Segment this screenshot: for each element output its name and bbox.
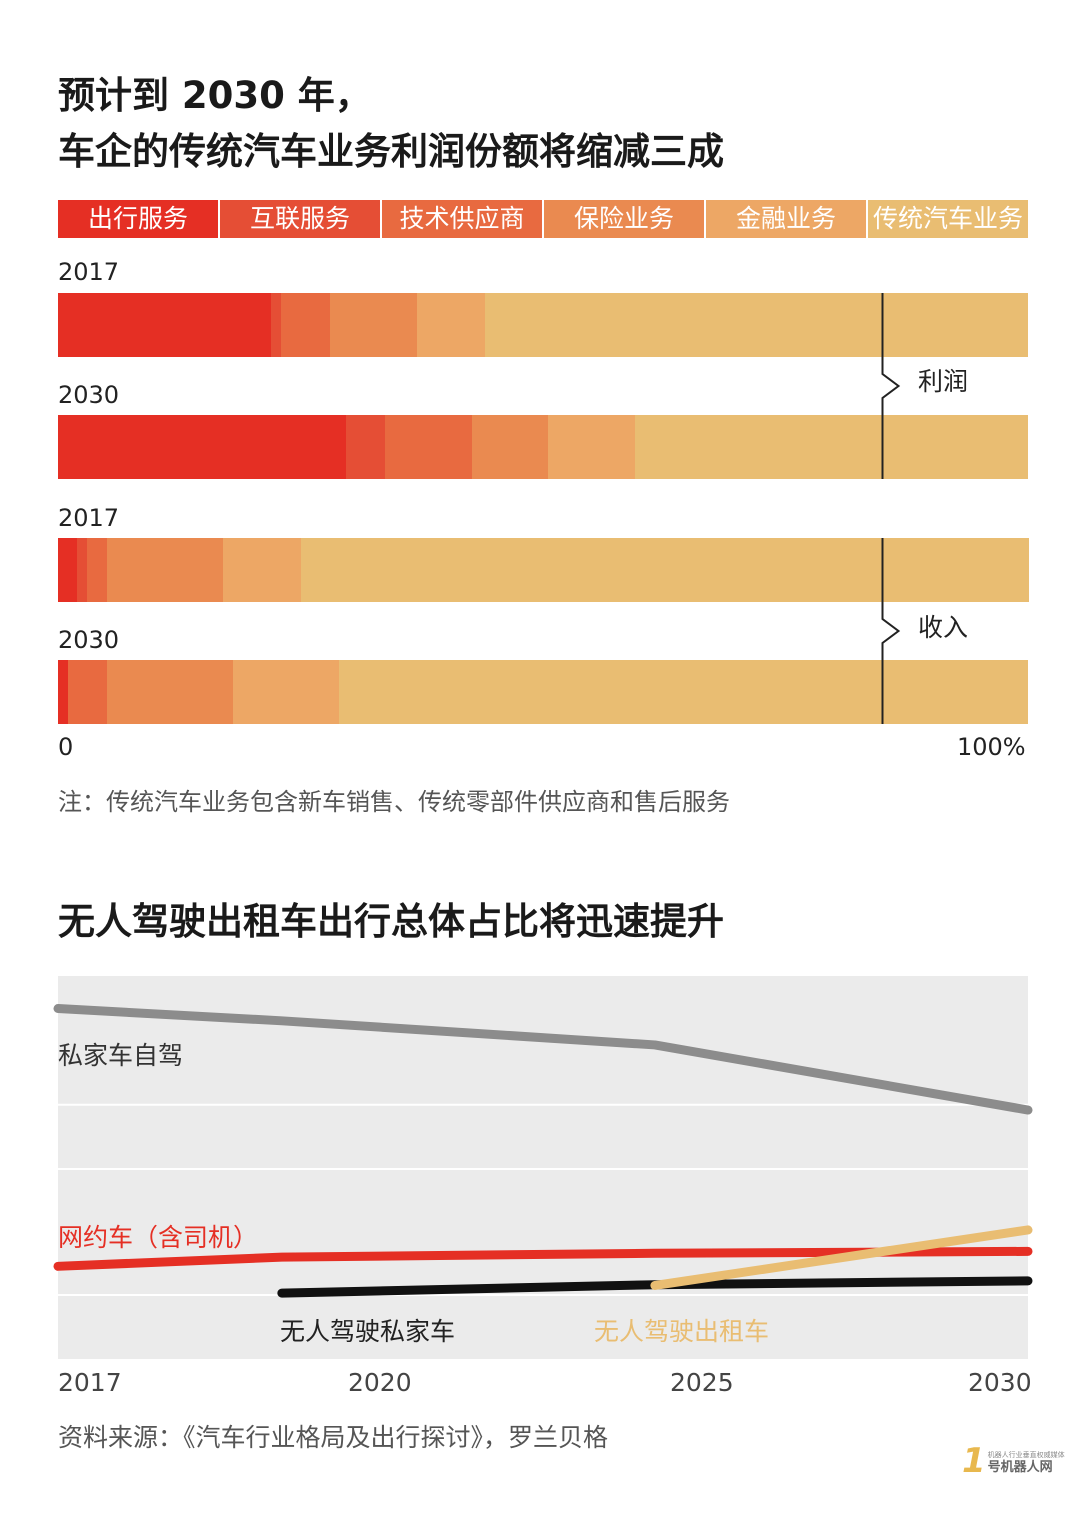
bar-segment-mobility (58, 538, 78, 602)
legend-item-connected-services: 互联服务 (220, 200, 382, 238)
bar-segment-traditional (339, 660, 1029, 724)
x-tick-label: 2017 (58, 1368, 122, 1397)
series-label-private-car: 私家车自驾 (58, 1041, 184, 1070)
logo-mark: 1 (962, 1441, 986, 1481)
stacked-bar-profit-2017 (58, 293, 1029, 357)
bar-segment-insurance (106, 538, 224, 602)
x-tick-label: 2025 (670, 1368, 734, 1397)
gridlines (58, 1103, 1028, 1297)
bar-segment-connected (346, 415, 386, 479)
line-ride-hailing (53, 1246, 1033, 1271)
logo-name: 号机器人网 (987, 1460, 1053, 1475)
line-private-car (53, 1004, 1033, 1115)
line-robotaxi (650, 1225, 1033, 1290)
bar-segment-tech (67, 660, 107, 724)
series-label-av-private: 无人驾驶私家车 (280, 1317, 456, 1346)
logo-tagline: 机器人行业垂直权威媒体 (987, 1451, 1065, 1459)
stacked-bar-revenue-2017 (58, 538, 1029, 602)
bar-year-label: 2017 (58, 258, 120, 286)
bar-year-label: 2030 (58, 626, 120, 654)
legend-item-traditional-auto: 传统汽车业务 (868, 200, 1028, 238)
series-lines (53, 1004, 1033, 1298)
chart2-source: 资料来源：《汽车行业格局及出行探讨》，罗兰贝格 (58, 1423, 609, 1452)
logo: 1 机器人行业垂直权威媒体 号机器人网 (962, 1441, 1065, 1481)
bar-segment-connected (271, 293, 282, 357)
chart1-title-line1: 预计到 2030 年， (58, 74, 372, 117)
chart1-legend: 出行服务 互联服务 技术供应商 保险业务 金融业务 传统汽车业务 (58, 200, 1028, 238)
bar-segment-finance (547, 415, 636, 479)
legend-item-insurance: 保险业务 (544, 200, 706, 238)
legend-item-mobility-services: 出行服务 (58, 200, 220, 238)
stacked-bar-revenue-2030 (58, 660, 1029, 724)
bar-segment-tech (384, 415, 473, 479)
axis-min-label: 0 (58, 733, 74, 761)
legend-item-tech-suppliers: 技术供应商 (382, 200, 544, 238)
bar-segment-insurance (106, 660, 234, 724)
bar-segment-traditional (300, 538, 1029, 602)
bar-segment-mobility (58, 415, 347, 479)
bar-segment-connected (77, 538, 88, 602)
bar-segment-finance (232, 660, 340, 724)
chart1-note: 注：传统汽车业务包含新车销售、传统零部件供应商和售后服务 (58, 788, 730, 816)
bar-segment-finance (222, 538, 301, 602)
stacked-bar-profit-2030 (58, 415, 1029, 479)
bar-year-label: 2030 (58, 381, 120, 409)
bar-segment-traditional (635, 415, 1029, 479)
bar-year-label: 2017 (58, 504, 120, 532)
series-label-ride-hailing: 网约车（含司机） (58, 1223, 259, 1252)
brace-label-revenue: 收入 (918, 613, 969, 642)
bar-segment-tech (87, 538, 107, 602)
bar-segment-insurance (472, 415, 549, 479)
x-tick-label: 2030 (968, 1368, 1032, 1397)
series-label-robotaxi: 无人驾驶出租车 (594, 1317, 770, 1346)
bar-segment-tech (281, 293, 331, 357)
legend-item-finance: 金融业务 (706, 200, 868, 238)
chart1-title-line2: 车企的传统汽车业务利润份额将缩减三成 (58, 130, 724, 173)
brace-label-profit: 利润 (918, 367, 969, 396)
bar-segment-mobility (58, 293, 272, 357)
bar-segment-mobility (58, 660, 69, 724)
chart2-title: 无人驾驶出租车出行总体占比将迅速提升 (58, 900, 724, 943)
axis-max-label: 100% (957, 733, 1026, 761)
bar-segment-traditional (484, 293, 1029, 357)
x-tick-label: 2020 (348, 1368, 412, 1397)
bar-segment-finance (416, 293, 486, 357)
bar-segment-insurance (329, 293, 418, 357)
